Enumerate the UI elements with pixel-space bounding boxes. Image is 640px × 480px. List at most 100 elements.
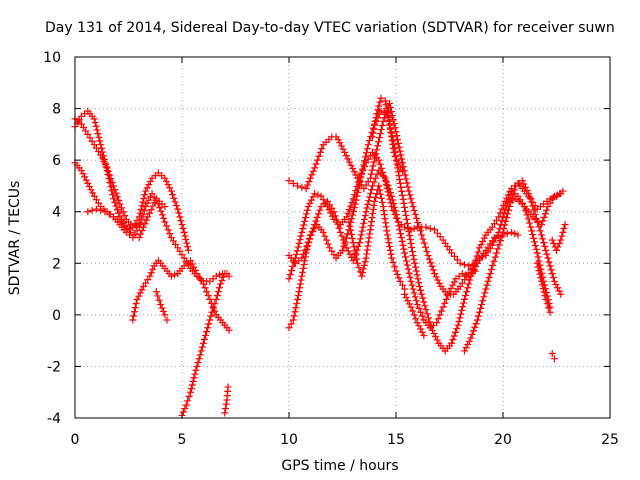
data-point	[85, 183, 93, 191]
data-point	[363, 250, 371, 258]
data-point	[495, 213, 503, 221]
data-point	[204, 324, 212, 332]
data-point	[99, 148, 107, 156]
data-point	[477, 304, 485, 312]
x-tick-label: 0	[71, 432, 80, 448]
data-point	[399, 195, 407, 203]
data-point	[475, 244, 483, 252]
data-point	[479, 253, 487, 261]
data-point	[347, 230, 355, 238]
data-point	[314, 191, 322, 199]
data-point	[364, 200, 372, 208]
series-arc-p	[401, 290, 428, 339]
data-point	[302, 214, 310, 222]
data-point	[398, 159, 406, 167]
data-point	[399, 241, 407, 249]
data-point	[540, 239, 548, 247]
data-point	[188, 381, 196, 389]
data-point	[427, 259, 435, 267]
data-point	[414, 275, 422, 283]
data-point	[543, 206, 551, 214]
data-point	[154, 292, 162, 300]
data-point	[537, 274, 545, 282]
data-point	[190, 263, 198, 271]
data-point	[187, 257, 195, 265]
plot-frame	[74, 56, 611, 419]
data-point	[422, 223, 430, 231]
data-point	[303, 245, 311, 253]
data-point	[111, 198, 119, 206]
data-point	[388, 112, 396, 120]
data-point	[394, 168, 402, 176]
data-point	[384, 235, 392, 243]
data-point	[169, 191, 177, 199]
data-point	[504, 210, 512, 218]
data-point	[425, 255, 433, 263]
data-point	[383, 105, 391, 113]
data-point	[422, 306, 430, 314]
data-point	[478, 301, 486, 309]
data-point	[298, 272, 306, 280]
data-point	[301, 253, 309, 261]
data-point	[496, 209, 504, 217]
data-point	[528, 227, 536, 235]
data-point	[218, 276, 226, 284]
data-point	[296, 280, 304, 288]
data-point	[208, 308, 216, 316]
y-tick-label: -2	[47, 359, 61, 375]
data-point	[372, 114, 380, 122]
data-point	[509, 196, 517, 204]
data-point	[335, 224, 343, 232]
data-point	[389, 144, 397, 152]
data-point	[182, 401, 190, 409]
data-point	[401, 207, 409, 215]
data-point	[530, 238, 538, 246]
data-point	[462, 344, 470, 352]
data-point	[415, 304, 423, 312]
data-point	[398, 237, 406, 245]
y-tick-label: 0	[52, 308, 61, 324]
data-point	[401, 171, 409, 179]
data-point	[560, 224, 568, 232]
data-point	[396, 277, 404, 285]
data-point	[361, 157, 369, 165]
data-point	[541, 292, 549, 300]
data-point	[371, 197, 379, 205]
data-point	[142, 216, 150, 224]
data-point	[342, 152, 350, 160]
data-point	[374, 142, 382, 150]
data-point	[347, 161, 355, 169]
data-point	[415, 279, 423, 287]
data-point	[390, 203, 398, 211]
data-point	[460, 299, 468, 307]
data-point	[411, 210, 419, 218]
data-point	[397, 151, 405, 159]
data-point	[349, 257, 357, 265]
data-point	[181, 232, 189, 240]
data-point	[450, 332, 458, 340]
axis-ticks	[74, 56, 611, 419]
data-point	[294, 292, 302, 300]
data-point	[429, 266, 437, 274]
data-point	[533, 249, 541, 257]
data-point	[418, 231, 426, 239]
data-point	[349, 165, 357, 173]
data-point	[105, 210, 113, 218]
data-point	[140, 207, 148, 215]
data-point	[521, 183, 529, 191]
data-point	[356, 239, 364, 247]
data-point	[498, 205, 506, 213]
data-point	[184, 397, 192, 405]
data-point	[359, 223, 367, 231]
data-point	[101, 208, 109, 216]
data-point	[367, 170, 375, 178]
data-point	[435, 279, 443, 287]
data-point	[472, 320, 480, 328]
data-point	[502, 217, 510, 225]
data-point	[199, 339, 207, 347]
data-point	[434, 315, 442, 323]
data-point	[458, 270, 466, 278]
data-point	[301, 217, 309, 225]
data-point	[221, 270, 229, 278]
data-point	[458, 306, 466, 314]
